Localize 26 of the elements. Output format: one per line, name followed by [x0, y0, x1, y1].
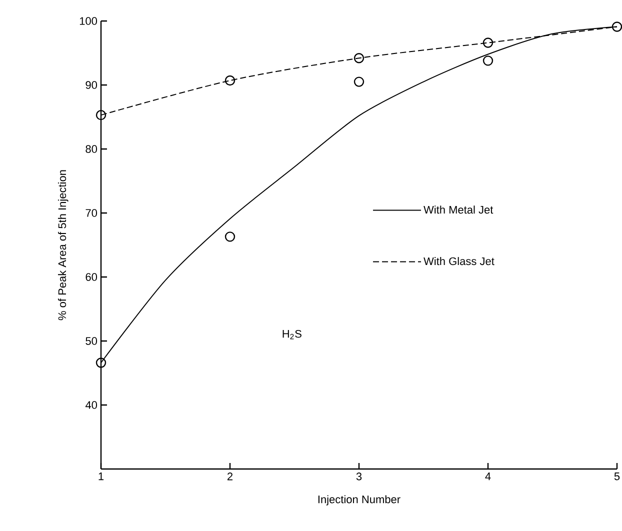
x-tick-label: 2	[227, 472, 233, 480]
point	[224, 232, 236, 242]
point	[96, 358, 106, 368]
y-tick-label: 100	[80, 17, 98, 25]
y-tick-label: 50	[86, 337, 98, 345]
point	[224, 75, 236, 86]
point	[354, 53, 364, 64]
y-tick-label: 60	[86, 273, 98, 281]
x-tick-label: 3	[356, 472, 362, 480]
y-tick-label: 40	[85, 401, 98, 409]
legend-label: With Glass Jet	[424, 257, 494, 266]
point	[354, 76, 364, 87]
x-axis-title: Injection Number	[318, 495, 400, 506]
point	[96, 110, 106, 120]
y-tick-label: 80	[86, 145, 98, 153]
x-tick-label: 4	[485, 472, 491, 480]
point	[482, 56, 494, 66]
point	[612, 22, 622, 32]
x-tick-label: 1	[98, 472, 104, 480]
x-tick-label: 5	[614, 472, 620, 480]
annotation: H$_{2}$S	[282, 330, 302, 340]
point	[482, 38, 494, 48]
y-axis-title: % of Peak Area of 5th Injection	[58, 170, 68, 320]
y-tick-label: 90	[86, 81, 98, 89]
legend-label: With Metal Jet	[424, 206, 494, 214]
y-tick-label: 70	[86, 209, 98, 217]
